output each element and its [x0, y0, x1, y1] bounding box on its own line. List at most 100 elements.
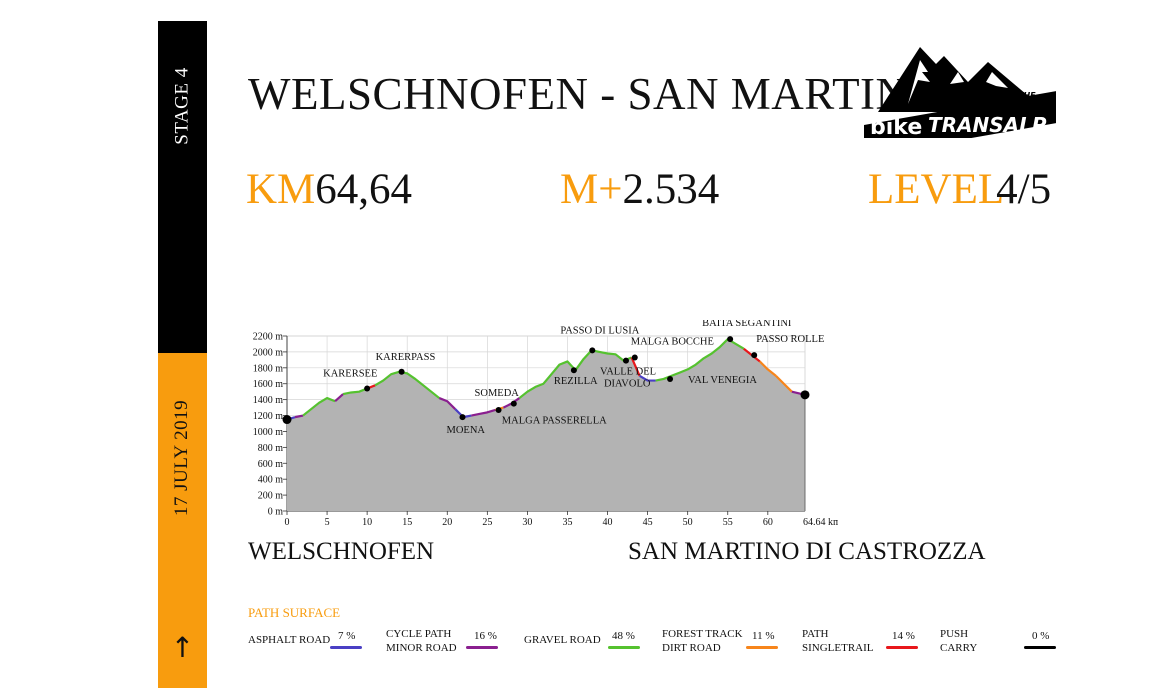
stat-elevation-label: M+: [560, 166, 623, 213]
waypoint-dot: [510, 400, 517, 407]
waypoint-dot: [622, 357, 629, 364]
surface-segment: [775, 374, 793, 393]
surface-segment: [342, 387, 368, 396]
surface-legend-label-line2: CARRY: [940, 642, 978, 654]
surface-segment: [294, 414, 304, 419]
y-tick-label: 600 m: [258, 459, 284, 470]
logo-banner: [864, 91, 1056, 138]
surface-legend-swatch: [330, 646, 362, 649]
path-surface-title: PATH SURFACE: [248, 605, 341, 620]
x-tick-label: 35: [562, 517, 572, 528]
surface-legend-swatch: [1024, 646, 1056, 649]
x-tick-label: 30: [522, 517, 532, 528]
surface-legend-label: CYCLE PATH: [386, 628, 452, 640]
surface-legend-label: PATH: [802, 628, 829, 640]
x-tick-label: 5: [325, 517, 330, 528]
stage-sidebar: STAGE 4: [158, 21, 207, 353]
waypoint-dot: [282, 415, 292, 425]
arrow-up-icon[interactable]: ↑: [170, 631, 195, 664]
waypoint-label: PASSO DI LUSIA: [560, 325, 639, 336]
x-tick-label: 45: [643, 517, 653, 528]
surface-legend-item: PATH SINGLETRAIL 14 %: [802, 628, 932, 660]
x-tick-label: 20: [442, 517, 452, 528]
y-tick-label: 1800 m: [253, 363, 284, 374]
date-label: 17 JULY 2019: [171, 399, 193, 517]
stat-distance-label: KM: [246, 166, 316, 213]
waypoint-label: VALLE DEL: [600, 367, 656, 378]
y-tick-label: 800 m: [258, 443, 284, 454]
stage-label-wrap: STAGE 4: [158, 21, 207, 191]
surface-legend-swatch: [746, 646, 778, 649]
logo-original: ORIGINAL: [1010, 100, 1053, 109]
x-tick-label: 60: [763, 517, 773, 528]
surface-legend-swatch: [608, 646, 640, 649]
waypoint-label: MALGA PASSERELLA: [502, 416, 607, 427]
waypoint-label: SOMEDA: [475, 388, 520, 399]
stat-level: LEVEL4/5: [868, 165, 1051, 214]
x-tick-label: 55: [723, 517, 733, 528]
logo-mountain-snow: [908, 60, 1008, 104]
y-tick-label: 1600 m: [253, 379, 284, 390]
elevation-area: [287, 339, 805, 511]
date-label-wrap: 17 JULY 2019: [158, 373, 207, 543]
waypoint-label: BAITA SEGANTINI: [702, 320, 792, 329]
surface-legend-percent: 16 %: [474, 630, 497, 642]
waypoint-dot: [570, 367, 577, 374]
surface-segment: [630, 357, 641, 377]
waypoint-dot: [495, 406, 502, 413]
waypoint-dot: [727, 336, 734, 343]
surface-segment: [471, 408, 496, 417]
waypoint-dot: [398, 368, 405, 375]
stat-distance: KM64,64: [246, 165, 412, 214]
surface-legend-item: GRAVEL ROAD 48 %: [524, 628, 654, 660]
surface-legend-item: CYCLE PATH MINOR ROAD 16 %: [386, 628, 516, 660]
x-tick-label: 40: [603, 517, 613, 528]
waypoint-dot: [589, 347, 596, 354]
waypoint-dot: [364, 385, 371, 392]
stage-title: WELSCHNOFEN - SAN MARTINO: [248, 69, 942, 119]
y-tick-label: 400 m: [258, 475, 284, 486]
surface-legend-label: ASPHALT ROAD: [248, 634, 331, 646]
logo-the: THE: [1018, 91, 1036, 100]
waypoint-label: MALGA BOCCHE: [631, 336, 714, 347]
waypoint-label: DIAVOLO: [604, 379, 651, 390]
surface-legend-label: FOREST TRACK: [662, 628, 743, 640]
y-tick-label: 1400 m: [253, 395, 284, 406]
y-tick-label: 1200 m: [253, 411, 284, 422]
elevation-profile-chart: 0 m 200 m 400 m 600 m 800 m 1000 m 1200 m 1400 …: [253, 320, 838, 528]
surface-legend-percent: 0 %: [1032, 630, 1050, 642]
surface-legend-label-line2: SINGLETRAIL: [802, 642, 874, 654]
x-tick-label: 0: [285, 517, 290, 528]
y-tick-label: 200 m: [258, 491, 284, 502]
x-end-label: 64.64 km: [803, 517, 838, 528]
x-tick-label: 15: [402, 517, 412, 528]
waypoint-dot: [751, 352, 758, 359]
y-tick-label: 0 m: [268, 507, 284, 518]
surface-segment: [438, 397, 457, 410]
logo-bike: bike: [870, 115, 922, 138]
waypoint-dot: [800, 390, 810, 400]
surface-legend-percent: 14 %: [892, 630, 915, 642]
surface-segment: [302, 396, 336, 417]
surface-legend-swatch: [466, 646, 498, 649]
stat-level-value: 4/5: [996, 166, 1052, 213]
stat-distance-value: 64,64: [315, 166, 413, 213]
waypoint-label: KARERSEE: [323, 369, 377, 380]
surface-legend-label-line2: DIRT ROAD: [662, 642, 721, 654]
waypoint-dot: [631, 354, 638, 361]
surface-legend-item: ASPHALT ROAD 7 %: [248, 628, 378, 660]
surface-legend-percent: 11 %: [752, 630, 775, 642]
surface-legend-percent: 48 %: [612, 630, 635, 642]
waypoint-dot: [459, 414, 466, 421]
x-tick-label: 50: [683, 517, 693, 528]
surface-legend-swatch: [886, 646, 918, 649]
stat-level-label: LEVEL: [868, 166, 1005, 213]
surface-segment: [374, 370, 440, 399]
y-tick-label: 1000 m: [253, 427, 284, 438]
surface-legend-percent: 7 %: [338, 630, 356, 642]
surface-legend-label: PUSH: [940, 628, 969, 640]
y-tick-label: 2200 m: [253, 332, 284, 343]
date-sidebar: 17 JULY 2019 ↑: [158, 353, 207, 688]
surface-legend-label: GRAVEL ROAD: [524, 634, 601, 646]
stat-elevation-value: 2.534: [622, 166, 720, 213]
